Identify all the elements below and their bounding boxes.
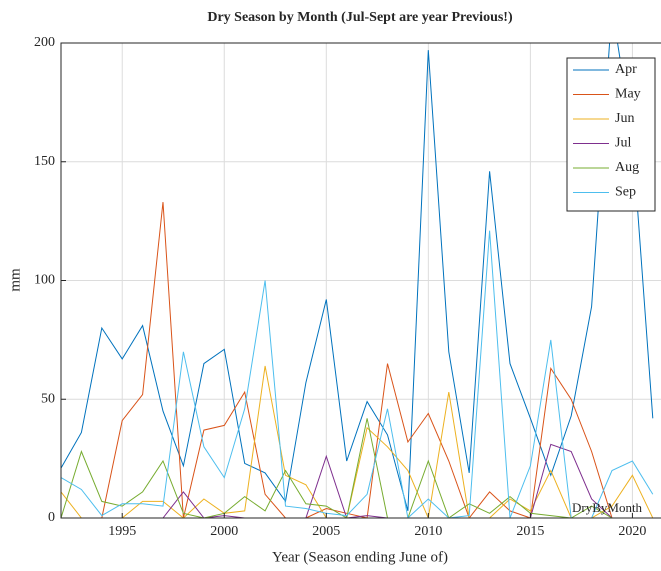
series-line: [61, 443, 653, 518]
axes: 0 50 100 150 200 1995 2000 2005 2010 2015 2020: [34, 35, 661, 539]
series-line: [61, 230, 654, 518]
x-tick-label: 2000: [210, 524, 238, 539]
axis-frame: [60, 42, 661, 519]
series-line: [61, 43, 654, 512]
series-line: [61, 365, 654, 518]
series-line: [61, 418, 653, 518]
y-tick-label: 150: [34, 154, 55, 169]
legend: Apr May Jun Jul Aug Sep: [566, 57, 656, 212]
legend-label: May: [615, 87, 641, 102]
y-axis-label: mm: [7, 268, 23, 292]
y-tick-label: 200: [34, 35, 55, 50]
x-tick-label: 2005: [312, 524, 340, 539]
legend-label: Jun: [615, 111, 634, 126]
chart-title: Dry Season by Month (Jul-Sept are year P…: [207, 10, 513, 25]
legend-label: Apr: [615, 62, 637, 77]
x-tick-label: 2015: [516, 524, 544, 539]
y-tick-label: 50: [41, 391, 55, 406]
y-tick-label: 0: [48, 510, 55, 525]
x-tick-label: 2010: [414, 524, 442, 539]
legend-box: [566, 57, 656, 212]
x-tick-label: 2020: [618, 524, 646, 539]
y-tick-label: 100: [34, 273, 55, 288]
legend-label: Sep: [615, 185, 636, 200]
x-tick-label: 1995: [108, 524, 136, 539]
legend-label: Aug: [615, 160, 639, 175]
x-axis-label: Year (Season ending June of): [272, 549, 448, 565]
plot-area: [61, 43, 654, 518]
annotation: DryByMonth: [572, 500, 643, 515]
legend-label: Jul: [615, 136, 631, 151]
